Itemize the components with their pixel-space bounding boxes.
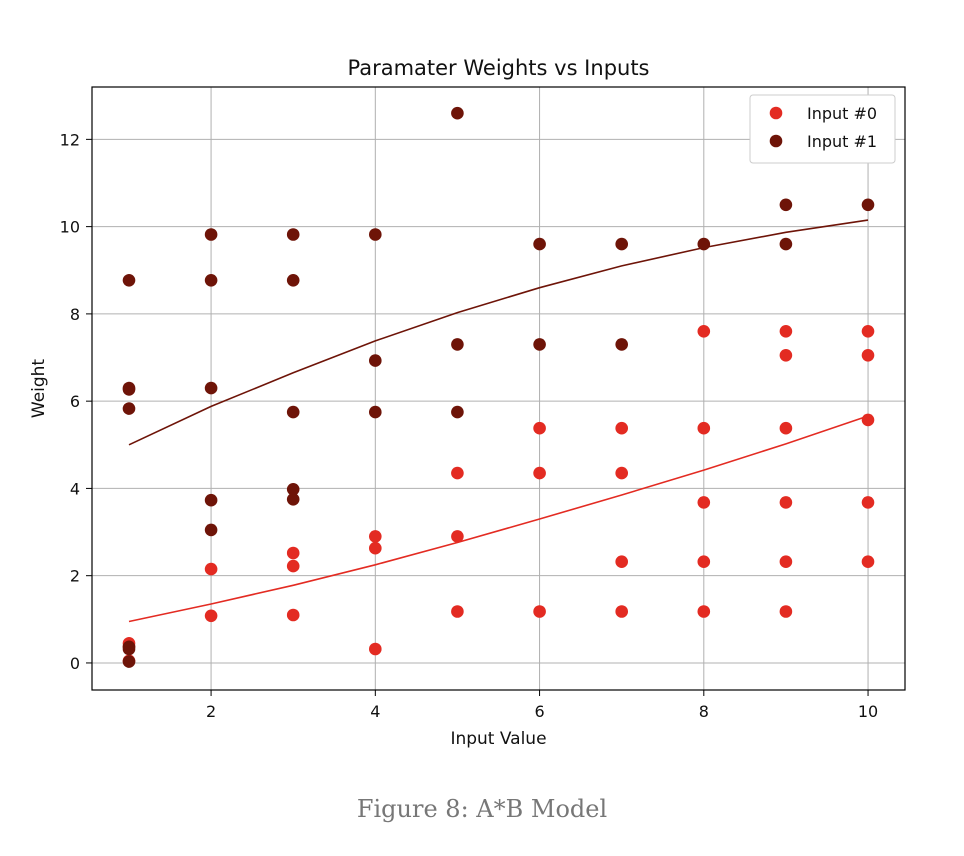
figure-caption: Figure 8: A*B Model xyxy=(356,795,608,823)
plot-frame xyxy=(91,86,906,691)
data-point-series-0 xyxy=(615,605,628,618)
data-point-series-1 xyxy=(286,228,300,241)
legend-box xyxy=(749,94,896,164)
data-point-series-1 xyxy=(779,237,793,251)
x-tick-label: 2 xyxy=(206,702,216,721)
data-point-series-0 xyxy=(779,496,793,509)
data-point-series-0 xyxy=(533,421,546,435)
data-point-series-1 xyxy=(122,383,136,396)
y-tick-label: 10 xyxy=(60,218,80,237)
data-point-series-0 xyxy=(861,413,875,427)
data-point-series-1 xyxy=(369,405,382,419)
data-point-series-1 xyxy=(286,483,300,496)
fit-line-series-1 xyxy=(128,219,869,446)
fit-line-series-0 xyxy=(128,415,869,623)
data-point-series-0 xyxy=(697,496,711,509)
y-tick-label: 8 xyxy=(70,305,80,324)
y-tick-label: 6 xyxy=(70,392,80,411)
data-point-series-0 xyxy=(369,530,382,543)
data-point-series-1 xyxy=(615,237,628,251)
data-point-series-1 xyxy=(122,402,136,415)
data-point-series-0 xyxy=(286,546,300,560)
data-point-series-0 xyxy=(369,541,382,555)
data-point-series-0 xyxy=(779,421,793,435)
data-point-series-0 xyxy=(779,349,793,362)
grid xyxy=(92,87,905,690)
y-tick-label: 4 xyxy=(70,479,80,498)
data-point-series-1 xyxy=(286,493,300,506)
data-point-series-0 xyxy=(204,609,218,623)
data-point-series-1 xyxy=(204,274,218,287)
data-point-series-0 xyxy=(451,466,464,480)
legend-marker xyxy=(769,106,783,120)
data-point-series-1 xyxy=(204,228,218,241)
data-point-series-1 xyxy=(615,338,628,351)
data-point-series-1 xyxy=(286,274,300,287)
data-point-series-0 xyxy=(861,349,875,362)
data-point-series-1 xyxy=(533,338,546,351)
data-point-series-1 xyxy=(451,405,464,419)
data-point-series-0 xyxy=(861,555,875,568)
y-axis-label: Weight xyxy=(29,359,49,419)
data-point-series-1 xyxy=(451,106,464,120)
data-point-series-1 xyxy=(286,405,300,419)
data-point-series-1 xyxy=(861,198,875,212)
data-point-series-0 xyxy=(697,555,711,568)
y-tick-label: 2 xyxy=(70,567,80,586)
data-point-series-1 xyxy=(204,523,218,537)
data-point-series-0 xyxy=(861,325,875,338)
x-tick-label: 10 xyxy=(858,702,878,721)
legend-marker xyxy=(769,134,783,148)
data-point-series-0 xyxy=(697,421,711,435)
legend-label: Input #0 xyxy=(807,104,877,123)
data-points xyxy=(122,106,875,668)
data-point-series-0 xyxy=(286,608,300,622)
legend: Input #0 Input #1 xyxy=(749,94,896,164)
y-tick-label: 0 xyxy=(70,654,80,673)
data-point-series-0 xyxy=(204,562,218,576)
data-point-series-1 xyxy=(204,493,218,507)
data-point-series-0 xyxy=(779,325,793,338)
data-point-series-1 xyxy=(369,228,382,241)
x-tick-label: 6 xyxy=(534,702,544,721)
data-point-series-0 xyxy=(615,421,628,435)
data-point-series-0 xyxy=(697,325,711,338)
data-point-series-1 xyxy=(204,381,218,395)
scatter-plot: 2 4 6 8 10 0 2 4 6 8 10 12 Paramater Weights vs Inp… xyxy=(29,56,906,749)
data-point-series-1 xyxy=(122,655,136,668)
fit-lines xyxy=(128,219,869,623)
data-point-series-0 xyxy=(615,555,628,568)
data-point-series-1 xyxy=(779,198,793,212)
x-axis-label: Input Value xyxy=(450,729,546,749)
data-point-series-0 xyxy=(779,555,793,568)
data-point-series-0 xyxy=(779,605,793,618)
x-tick-label: 4 xyxy=(370,702,380,721)
data-point-series-1 xyxy=(697,237,711,251)
x-tick-label: 8 xyxy=(699,702,709,721)
data-point-series-1 xyxy=(533,237,546,251)
data-point-series-0 xyxy=(451,605,464,618)
chart-title: Paramater Weights vs Inputs xyxy=(347,56,649,80)
data-point-series-0 xyxy=(286,559,300,573)
data-point-series-0 xyxy=(533,605,546,618)
data-point-series-1 xyxy=(369,354,382,367)
data-point-series-1 xyxy=(451,338,464,351)
data-point-series-1 xyxy=(122,642,136,656)
data-point-series-0 xyxy=(369,642,382,656)
y-tick-label: 12 xyxy=(60,130,80,149)
legend-label: Input #1 xyxy=(807,132,877,151)
data-point-series-0 xyxy=(533,466,546,480)
axis-ticks: 2 4 6 8 10 0 2 4 6 8 10 12 xyxy=(60,130,879,721)
data-point-series-0 xyxy=(615,466,628,480)
data-point-series-1 xyxy=(122,274,136,287)
data-point-series-0 xyxy=(451,530,464,543)
chart: 2 4 6 8 10 0 2 4 6 8 10 12 Paramater Weights vs Inp… xyxy=(29,56,906,749)
data-point-series-0 xyxy=(861,496,875,509)
data-point-series-0 xyxy=(697,605,711,618)
